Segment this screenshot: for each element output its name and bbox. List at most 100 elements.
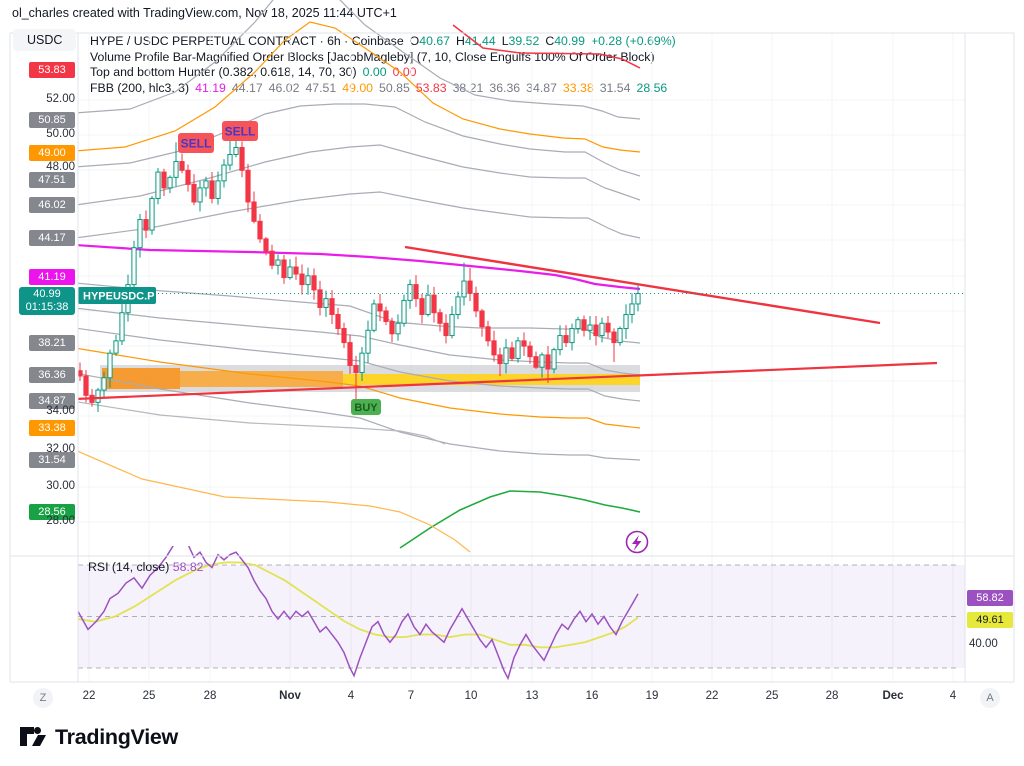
price-badge-41.19: 41.19 <box>29 269 75 285</box>
lightning-icon <box>625 530 649 554</box>
fbb-value: 31.54 <box>599 80 631 95</box>
price-badge-46.02: 46.02 <box>29 197 75 213</box>
svg-text:HYPEUSDC.P: HYPEUSDC.P <box>83 291 155 303</box>
time-tick-Dec: Dec <box>882 690 904 702</box>
fbb-value: 34.87 <box>526 80 557 95</box>
rsi-label-40.00: 40.00 <box>969 638 998 650</box>
ohlc-key: O <box>409 34 420 48</box>
price-label-34.00: 34.00 <box>46 405 75 417</box>
price-badge-44.17: 44.17 <box>29 230 75 246</box>
header-credit: ol_charles created with TradingView.com,… <box>12 6 397 20</box>
indicator-volume-profile-label: Volume Profile Bar-Magnified Order Block… <box>90 49 655 64</box>
svg-text:SELL: SELL <box>181 136 212 150</box>
auto-scale-button[interactable]: A <box>980 688 1000 708</box>
symbol-legend-row[interactable]: HYPE / USDC PERPETUAL CONTRACT · 6h · Co… <box>90 34 676 50</box>
orderblock-yellow <box>343 374 640 385</box>
time-tick-22: 22 <box>82 690 96 702</box>
symbol-price-label <box>78 287 156 304</box>
time-tick-25: 25 <box>765 690 779 702</box>
fbb-value: 33.38 <box>562 80 594 95</box>
fbb-value: 50.85 <box>379 80 410 95</box>
hunter-value-2: 0.00 <box>392 65 417 80</box>
price-label-50.00: 50.00 <box>46 128 75 140</box>
price-badge-33.38: 33.38 <box>29 420 75 436</box>
symbol-title: HYPE / USDC PERPETUAL CONTRACT · 6h · Co… <box>90 34 404 48</box>
pane-frame <box>9 32 1015 683</box>
ascending-trendline <box>78 361 938 400</box>
time-tick-28: 28 <box>203 690 217 702</box>
fbb-value: 41.19 <box>195 80 226 95</box>
fbb-value: 28.56 <box>636 80 668 95</box>
rsi-line <box>78 546 639 680</box>
time-tick-Nov: Nov <box>279 690 301 702</box>
tradingview-logo-text: TradingView <box>55 725 178 749</box>
orderblock-orange-1 <box>102 368 180 389</box>
svg-text:BUY: BUY <box>354 402 378 414</box>
rsi-label: RSI (14, close) <box>88 560 170 574</box>
fbb-values: 41.19 44.17 46.02 47.51 49.00 50.85 53.83 38.21… <box>195 81 673 95</box>
time-tick-19: 19 <box>645 690 659 702</box>
ohlc-val: 41.44 <box>464 34 496 48</box>
timezone-button[interactable]: Z <box>33 688 53 708</box>
price-badge-38.21: 38.21 <box>29 335 75 351</box>
orderblock-gray <box>100 365 640 392</box>
price-label-48.00: 48.00 <box>46 161 75 173</box>
price-badge-36.36: 36.36 <box>29 367 75 383</box>
rsi-legend[interactable]: RSI (14, close) 58.82 <box>88 560 204 574</box>
fbb-value: 53.83 <box>415 80 447 95</box>
price-badge-49.00: 49.00 <box>29 145 75 161</box>
price-label-52.00: 52.00 <box>46 93 75 105</box>
fbb-31.54 <box>78 372 641 461</box>
price-label-28.00: 28.00 <box>46 515 75 527</box>
ohlc-val: 39.52 <box>508 34 540 48</box>
rsi-lines <box>78 546 639 680</box>
fbb-value: 44.17 <box>231 80 263 95</box>
fbb-value: 46.02 <box>268 80 300 95</box>
fbb-33.38 <box>78 347 641 429</box>
time-tick-13: 13 <box>525 690 539 702</box>
time-tick-7: 7 <box>407 690 415 702</box>
fbb-46.02 <box>78 144 641 206</box>
orderblock-orange-2 <box>180 371 343 387</box>
rsi-badge-58.82: 58.82 <box>967 590 1013 606</box>
ohlc-val: 40.67 <box>419 34 451 48</box>
markers: SELL SELL BUY HYPEUSDC.P <box>78 121 649 554</box>
current-price-badge: 40.99 01:15:38 <box>19 287 75 315</box>
fbb-value: 38.21 <box>452 80 484 95</box>
price-label-32.00: 32.00 <box>46 443 75 455</box>
time-tick-4: 4 <box>347 690 355 702</box>
chart-legend: HYPE / USDC PERPETUAL CONTRACT · 6h · Co… <box>90 34 676 96</box>
indicator-fbb-row[interactable]: FBB (200, hlc3, 3) 41.19 44.17 46.02 47.51 49… <box>90 81 676 97</box>
fbb-36.36 <box>78 307 641 376</box>
order-block-zones <box>100 365 640 392</box>
fbb-basis-41.19 <box>78 244 641 291</box>
currency-button[interactable]: USDC <box>13 29 77 51</box>
trendlines <box>78 245 938 400</box>
sell-marker-1 <box>178 133 214 153</box>
hunter-value-1: 0.00 <box>362 65 387 80</box>
svg-text:SELL: SELL <box>225 124 256 138</box>
indicator-fbb-label: FBB (200, hlc3, 3) <box>90 80 190 95</box>
ohlc-key: L <box>501 34 509 48</box>
fbb-value: 36.36 <box>489 80 521 95</box>
indicator-volume-profile-row[interactable]: Volume Profile Bar-Magnified Order Block… <box>90 50 676 66</box>
fbb-value: 47.51 <box>305 80 337 95</box>
descending-trendline <box>404 245 881 325</box>
price-badge-34.87: 34.87 <box>29 393 75 409</box>
band-extra-orange <box>78 450 471 553</box>
price-badge-47.51: 47.51 <box>29 172 75 188</box>
indicator-hunter-label: Top and bottom Hunter (0.382, 0.618, 14,… <box>90 65 357 80</box>
indicator-hunter-row[interactable]: Top and bottom Hunter (0.382, 0.618, 14,… <box>90 65 676 81</box>
time-tick-28: 28 <box>825 690 839 702</box>
rsi-badge-49.61: 49.61 <box>967 612 1013 628</box>
candles <box>78 128 641 412</box>
fbb-value: 49.00 <box>342 80 374 95</box>
gridlines <box>78 33 965 682</box>
price-badge-31.54: 31.54 <box>29 452 75 468</box>
price-label-30.00: 30.00 <box>46 480 75 492</box>
band-extra-gray <box>78 401 446 445</box>
fbb-44.17 <box>78 191 641 239</box>
ohlc-key: C <box>545 34 555 48</box>
